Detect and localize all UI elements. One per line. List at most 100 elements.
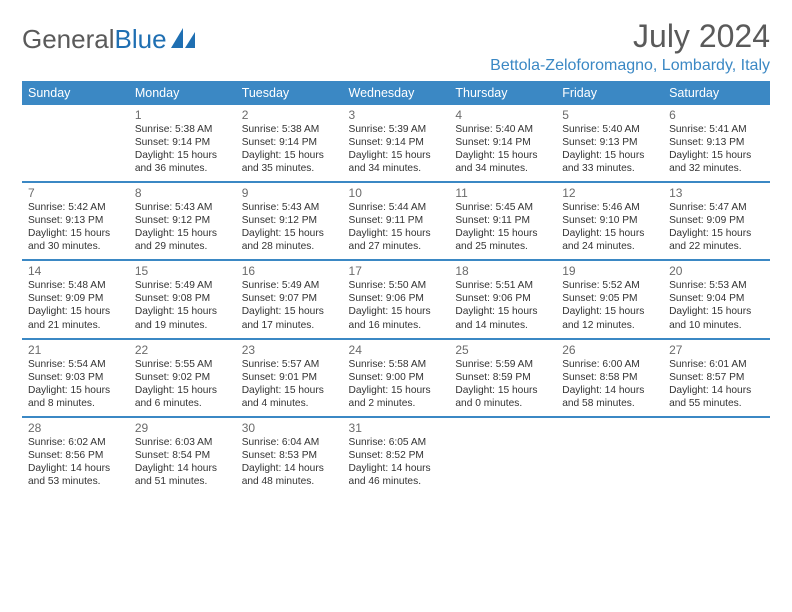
day-content-row: Sunrise: 5:42 AM Sunset: 9:13 PM Dayligh…	[22, 201, 770, 260]
day-content-row: Sunrise: 5:54 AM Sunset: 9:03 PM Dayligh…	[22, 358, 770, 417]
day-cell: Sunrise: 5:49 AM Sunset: 9:08 PM Dayligh…	[129, 279, 236, 338]
day-number-row: 78910111213	[22, 183, 770, 201]
day-cell	[449, 436, 556, 494]
day-cell: Sunrise: 5:38 AM Sunset: 9:14 PM Dayligh…	[129, 123, 236, 182]
day-number	[663, 418, 770, 436]
day-cell: Sunrise: 6:03 AM Sunset: 8:54 PM Dayligh…	[129, 436, 236, 494]
day-cell-text: Sunrise: 5:47 AM Sunset: 9:09 PM Dayligh…	[669, 201, 764, 253]
location-subtitle: Bettola-Zeloforomagno, Lombardy, Italy	[490, 57, 770, 75]
day-number-row: 123456	[22, 105, 770, 123]
day-cell-text: Sunrise: 5:41 AM Sunset: 9:13 PM Dayligh…	[669, 123, 764, 175]
brand-text-general: General	[22, 24, 115, 55]
day-header: Wednesday	[343, 81, 450, 105]
day-cell-text: Sunrise: 5:42 AM Sunset: 9:13 PM Dayligh…	[28, 201, 123, 253]
day-cell: Sunrise: 5:42 AM Sunset: 9:13 PM Dayligh…	[22, 201, 129, 260]
day-cell-text: Sunrise: 5:53 AM Sunset: 9:04 PM Dayligh…	[669, 279, 764, 331]
day-number: 10	[343, 183, 450, 201]
day-cell-text: Sunrise: 5:59 AM Sunset: 8:59 PM Dayligh…	[455, 358, 550, 410]
day-cell-text: Sunrise: 5:44 AM Sunset: 9:11 PM Dayligh…	[349, 201, 444, 253]
day-cell: Sunrise: 6:05 AM Sunset: 8:52 PM Dayligh…	[343, 436, 450, 494]
day-number: 12	[556, 183, 663, 201]
day-number: 17	[343, 261, 450, 279]
day-cell: Sunrise: 5:40 AM Sunset: 9:14 PM Dayligh…	[449, 123, 556, 182]
day-number-row: 14151617181920	[22, 261, 770, 279]
day-cell: Sunrise: 5:39 AM Sunset: 9:14 PM Dayligh…	[343, 123, 450, 182]
day-number: 5	[556, 105, 663, 123]
day-cell-text: Sunrise: 5:49 AM Sunset: 9:08 PM Dayligh…	[135, 279, 230, 331]
day-cell: Sunrise: 5:55 AM Sunset: 9:02 PM Dayligh…	[129, 358, 236, 417]
brand-logo: GeneralBlue	[22, 24, 197, 55]
day-cell: Sunrise: 5:43 AM Sunset: 9:12 PM Dayligh…	[129, 201, 236, 260]
day-cell-text: Sunrise: 5:52 AM Sunset: 9:05 PM Dayligh…	[562, 279, 657, 331]
day-cell: Sunrise: 5:51 AM Sunset: 9:06 PM Dayligh…	[449, 279, 556, 338]
day-number: 1	[129, 105, 236, 123]
day-cell-text: Sunrise: 5:43 AM Sunset: 9:12 PM Dayligh…	[242, 201, 337, 253]
day-cell-text: Sunrise: 5:43 AM Sunset: 9:12 PM Dayligh…	[135, 201, 230, 253]
day-cell: Sunrise: 5:45 AM Sunset: 9:11 PM Dayligh…	[449, 201, 556, 260]
day-cell: Sunrise: 5:47 AM Sunset: 9:09 PM Dayligh…	[663, 201, 770, 260]
day-number: 14	[22, 261, 129, 279]
day-cell-text: Sunrise: 5:40 AM Sunset: 9:13 PM Dayligh…	[562, 123, 657, 175]
day-cell-text: Sunrise: 6:04 AM Sunset: 8:53 PM Dayligh…	[242, 436, 337, 488]
title-block: July 2024 Bettola-Zeloforomagno, Lombard…	[490, 18, 770, 75]
day-cell-text: Sunrise: 6:00 AM Sunset: 8:58 PM Dayligh…	[562, 358, 657, 410]
day-number	[556, 418, 663, 436]
day-cell: Sunrise: 6:02 AM Sunset: 8:56 PM Dayligh…	[22, 436, 129, 494]
day-number: 13	[663, 183, 770, 201]
day-cell: Sunrise: 5:52 AM Sunset: 9:05 PM Dayligh…	[556, 279, 663, 338]
day-cell: Sunrise: 5:54 AM Sunset: 9:03 PM Dayligh…	[22, 358, 129, 417]
day-number: 11	[449, 183, 556, 201]
day-cell: Sunrise: 5:58 AM Sunset: 9:00 PM Dayligh…	[343, 358, 450, 417]
day-number: 30	[236, 418, 343, 436]
day-number: 6	[663, 105, 770, 123]
day-number: 28	[22, 418, 129, 436]
day-number	[449, 418, 556, 436]
day-number: 18	[449, 261, 556, 279]
day-cell-text: Sunrise: 5:38 AM Sunset: 9:14 PM Dayligh…	[135, 123, 230, 175]
day-cell-text: Sunrise: 5:48 AM Sunset: 9:09 PM Dayligh…	[28, 279, 123, 331]
day-number: 16	[236, 261, 343, 279]
day-header: Friday	[556, 81, 663, 105]
day-cell-text: Sunrise: 6:03 AM Sunset: 8:54 PM Dayligh…	[135, 436, 230, 488]
day-cell-text: Sunrise: 5:57 AM Sunset: 9:01 PM Dayligh…	[242, 358, 337, 410]
day-number: 8	[129, 183, 236, 201]
day-cell-text: Sunrise: 5:38 AM Sunset: 9:14 PM Dayligh…	[242, 123, 337, 175]
day-header: Sunday	[22, 81, 129, 105]
day-number: 31	[343, 418, 450, 436]
day-cell: Sunrise: 5:53 AM Sunset: 9:04 PM Dayligh…	[663, 279, 770, 338]
calendar-table: Sunday Monday Tuesday Wednesday Thursday…	[22, 81, 770, 494]
day-content-row: Sunrise: 6:02 AM Sunset: 8:56 PM Dayligh…	[22, 436, 770, 494]
day-cell-text: Sunrise: 6:02 AM Sunset: 8:56 PM Dayligh…	[28, 436, 123, 488]
day-content-row: Sunrise: 5:48 AM Sunset: 9:09 PM Dayligh…	[22, 279, 770, 338]
day-cell-text: Sunrise: 5:55 AM Sunset: 9:02 PM Dayligh…	[135, 358, 230, 410]
day-number-row: 21222324252627	[22, 340, 770, 358]
day-cell: Sunrise: 6:00 AM Sunset: 8:58 PM Dayligh…	[556, 358, 663, 417]
day-cell: Sunrise: 5:38 AM Sunset: 9:14 PM Dayligh…	[236, 123, 343, 182]
day-cell-text: Sunrise: 5:58 AM Sunset: 9:00 PM Dayligh…	[349, 358, 444, 410]
day-cell: Sunrise: 5:40 AM Sunset: 9:13 PM Dayligh…	[556, 123, 663, 182]
day-cell	[22, 123, 129, 182]
day-cell-text: Sunrise: 5:45 AM Sunset: 9:11 PM Dayligh…	[455, 201, 550, 253]
calendar-body: 123456Sunrise: 5:38 AM Sunset: 9:14 PM D…	[22, 105, 770, 494]
day-number: 24	[343, 340, 450, 358]
day-number	[22, 105, 129, 123]
day-number: 3	[343, 105, 450, 123]
day-number: 21	[22, 340, 129, 358]
day-number-row: 28293031	[22, 418, 770, 436]
day-cell: Sunrise: 5:50 AM Sunset: 9:06 PM Dayligh…	[343, 279, 450, 338]
day-cell-text: Sunrise: 6:05 AM Sunset: 8:52 PM Dayligh…	[349, 436, 444, 488]
day-cell	[663, 436, 770, 494]
day-cell: Sunrise: 5:48 AM Sunset: 9:09 PM Dayligh…	[22, 279, 129, 338]
day-cell: Sunrise: 5:43 AM Sunset: 9:12 PM Dayligh…	[236, 201, 343, 260]
day-content-row: Sunrise: 5:38 AM Sunset: 9:14 PM Dayligh…	[22, 123, 770, 182]
month-title: July 2024	[490, 18, 770, 55]
day-cell-text: Sunrise: 5:51 AM Sunset: 9:06 PM Dayligh…	[455, 279, 550, 331]
day-header-row: Sunday Monday Tuesday Wednesday Thursday…	[22, 81, 770, 105]
day-cell: Sunrise: 5:41 AM Sunset: 9:13 PM Dayligh…	[663, 123, 770, 182]
day-cell: Sunrise: 6:01 AM Sunset: 8:57 PM Dayligh…	[663, 358, 770, 417]
day-number: 2	[236, 105, 343, 123]
day-cell-text: Sunrise: 5:50 AM Sunset: 9:06 PM Dayligh…	[349, 279, 444, 331]
day-number: 9	[236, 183, 343, 201]
day-number: 4	[449, 105, 556, 123]
day-cell	[556, 436, 663, 494]
